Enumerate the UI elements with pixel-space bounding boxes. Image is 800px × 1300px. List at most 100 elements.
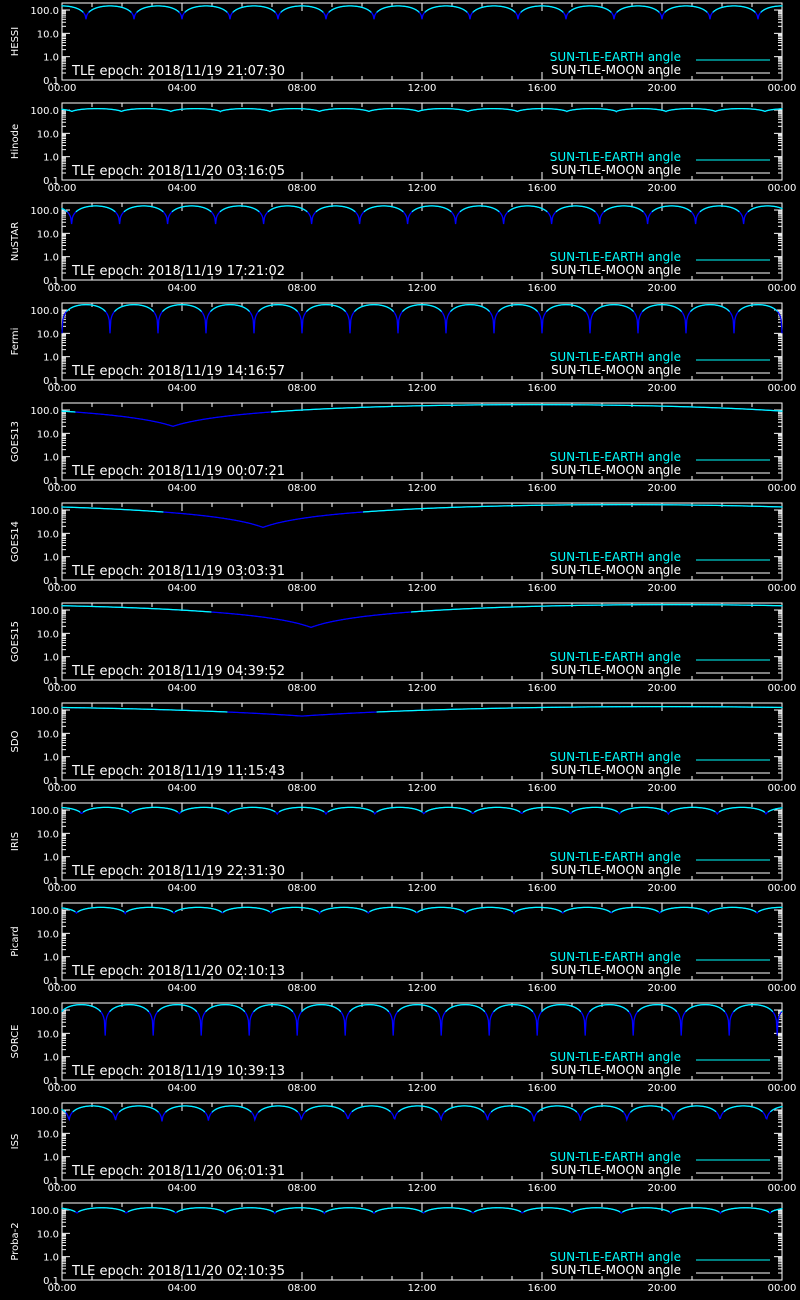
sun-tle-earth-sunlit-point [257,5,259,7]
sun-tle-earth-sunlit-point [540,5,542,7]
sun-tle-earth-sunlit-point [167,6,169,8]
sun-tle-earth-sunlit-point [368,10,370,12]
sun-tle-earth-sunlit-point [756,206,758,208]
sun-tle-earth-sunlit-point [488,5,490,7]
sun-tle-earth-sunlit-point [556,404,558,406]
sun-tle-earth-sunlit-point [655,208,657,210]
sun-tle-earth-sunlit-point [493,404,495,406]
sun-tle-earth-sunlit-point [263,6,265,8]
sun-tle-earth-sunlit-point [319,9,321,11]
sun-tle-earth-sunlit-point [179,206,181,208]
sun-tle-earth-sunlit-point [407,6,409,8]
sun-tle-earth-sunlit-point [215,6,217,8]
sun-tle-earth-sunlit-point [417,110,419,112]
sun-tle-earth-sunlit-point [528,404,530,406]
sun-tle-earth-sunlit-point [490,5,492,7]
sun-tle-earth-sunlit-point [136,205,138,207]
y-tick-label: 100.0 [30,6,59,17]
sun-tle-earth-sunlit-point [451,404,453,406]
sun-tle-earth-sunlit-point [360,109,362,111]
sun-tle-earth-sunlit-point [703,9,705,11]
sun-tle-earth-sunlit-point [586,206,588,208]
sun-tle-earth-sunlit-point [480,404,482,406]
sun-tle-earth-sunlit-point [627,6,629,8]
sun-tle-earth-sunlit-point [224,109,226,111]
sun-tle-earth-sunlit-point [78,209,80,211]
sun-tle-earth-sunlit-point [518,404,520,406]
sun-tle-earth-sunlit-point [734,208,736,210]
sun-tle-earth-sunlit-point [538,5,540,7]
sun-tle-earth-sunlit-point [331,108,333,110]
sun-tle-earth-sunlit-point [392,310,394,312]
sun-tle-earth-sunlit-point [715,9,717,11]
sun-tle-earth-sunlit-point [321,408,323,410]
sun-tle-earth-sunlit-point [528,108,530,110]
sun-tle-earth-sunlit-point [761,205,763,207]
sun-tle-earth-sunlit-point [387,6,389,8]
sun-tle-earth-sunlit-point [302,108,304,110]
sun-tle-earth-sunlit-point [607,108,609,111]
sun-tle-earth-sunlit-point [133,108,135,110]
sun-tle-earth-sunlit-point [346,206,348,208]
sun-tle-earth-sunlit-point [400,405,402,407]
sun-tle-earth-sunlit-point [455,307,457,309]
sun-tle-earth-sunlit-point [527,404,529,406]
sun-tle-earth-sunlit-point [266,7,268,9]
sun-tle-earth-sunlit-point [459,305,461,307]
sun-tle-earth-sunlit-point [532,6,534,8]
sun-tle-earth-sunlit-point [764,110,766,112]
sun-tle-earth-sunlit-point [423,109,425,111]
sun-tle-earth-sunlit-point [660,304,662,306]
sun-tle-earth-sunlit-point [680,5,682,7]
sun-tle-earth-sunlit-point [66,410,68,413]
sun-tle-earth-sunlit-point [622,7,624,10]
sun-tle-earth-sunlit-point [543,208,545,210]
sun-tle-earth-sunlit-point [683,5,685,7]
sun-tle-earth-sunlit-point [76,7,78,10]
satellite-label: Hinode [10,124,21,159]
sun-tle-earth-sunlit-point [175,9,177,11]
sun-tle-earth-sunlit-point [351,5,353,7]
sun-tle-earth-sunlit-point [333,304,335,307]
sun-tle-earth-sunlit-point [80,304,82,306]
sun-tle-earth-sunlit-point [222,109,224,112]
sun-tle-earth-sunlit-point [396,207,398,209]
sun-tle-earth-sunlit-point [687,5,689,7]
sun-tle-earth-sunlit-point [94,108,96,110]
sun-tle-earth-sunlit-point [424,109,426,111]
sun-tle-earth-sunlit-point [510,8,512,10]
sun-tle-earth-sunlit-point [124,7,126,10]
sun-tle-earth-sunlit-point [523,109,525,111]
sun-tle-earth-sunlit-point [416,10,418,12]
sun-tle-earth-sunlit-point [756,304,758,306]
sun-tle-earth-sunlit-point [185,108,187,110]
sun-tle-earth-sunlit-point [548,108,550,110]
sun-tle-earth-sunlit-point [122,7,124,9]
sun-tle-earth-sunlit-point [655,9,657,11]
sun-tle-earth-sunlit-point [570,109,572,111]
sun-tle-earth-sunlit-point [476,108,478,111]
sun-tle-earth-sunlit-point [80,207,82,210]
sun-tle-earth-sunlit-point [312,6,314,8]
sun-tle-earth-sunlit-point [706,207,708,209]
sun-tle-earth-sunlit-point [665,10,667,12]
sun-tle-earth-sunlit-point [263,307,265,309]
sun-tle-earth-sunlit-point [116,308,118,310]
sun-tle-earth-sunlit-point [582,205,584,208]
sun-tle-earth-sunlit-point [413,304,415,307]
sun-tle-earth-sunlit-point [156,108,158,110]
sun-tle-earth-sunlit-point [384,205,386,207]
sun-tle-earth-sunlit-point [283,108,285,110]
sun-tle-earth-sunlit-point [100,205,102,207]
sun-tle-earth-sunlit-point [418,405,420,407]
sun-tle-earth-sunlit-point [435,307,437,309]
sun-tle-earth-sunlit-point [531,205,533,207]
sun-tle-earth-sunlit-point [135,304,137,306]
sun-tle-earth-sunlit-point [485,307,487,310]
sun-tle-earth-sunlit-point [427,9,429,11]
sun-tle-earth-sunlit-point [676,108,678,110]
sun-tle-earth-sunlit-point [567,205,569,208]
sun-tle-earth-sunlit-point [437,108,439,110]
sun-tle-earth-sunlit-point [388,6,390,8]
